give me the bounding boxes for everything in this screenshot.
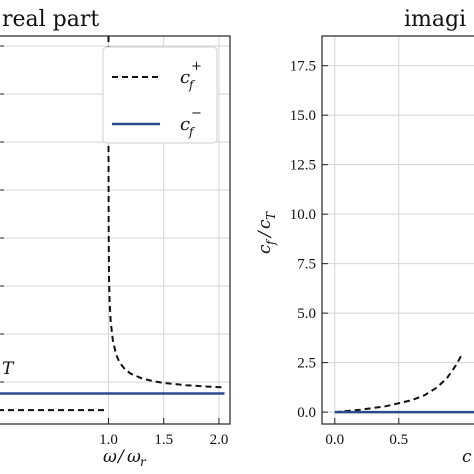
left-xtick-label: 1.0 — [99, 432, 118, 448]
right-ylabel-sub1: f — [264, 238, 278, 246]
right-title: imagi — [404, 7, 466, 32]
legend-box — [102, 46, 218, 144]
left-title: real part — [2, 7, 99, 32]
right-ytick-label: 7.5 — [297, 257, 316, 273]
right-ytick-label: 15.0 — [290, 108, 316, 124]
right-ylabel-c2: c — [255, 219, 275, 229]
left-xtick-label: 2.0 — [210, 432, 229, 448]
right-ylabel-c1: c — [255, 244, 275, 254]
right-ytick-label: 0.0 — [297, 405, 316, 421]
right-xtick-label: 0.5 — [389, 432, 408, 448]
right-grid — [322, 36, 474, 424]
legend-minus-base: c — [180, 114, 190, 135]
right-xlabel: c — [462, 447, 472, 467]
legend: c f + c f − — [102, 46, 218, 144]
left-chart-panel: 1.0 1.5 2.0 real part T ω / ω r c f + c f … — [0, 7, 231, 469]
left-ticks: 1.0 1.5 2.0 — [0, 45, 229, 448]
right-chart-panel: 0.0 0.5 0.0 2.5 5.0 7.5 10.0 12.5 15.0 17.5 imagi… — [255, 7, 474, 467]
left-annotation: T — [2, 359, 15, 379]
right-ytick-label: 2.5 — [297, 356, 316, 372]
right-ytick-label: 17.5 — [290, 59, 316, 75]
right-ylabel: c f / c T — [255, 211, 278, 254]
right-series-cf-plus-line — [334, 352, 464, 414]
left-xlabel-slash: / — [116, 447, 126, 467]
right-ytick-label: 10.0 — [290, 207, 316, 223]
left-series-cf-plus-line — [107, 36, 225, 389]
legend-plus-base: c — [180, 67, 190, 88]
legend-plus-sup: + — [191, 59, 202, 74]
legend-minus-sub: f — [188, 125, 196, 139]
left-xlabel-omega: ω — [103, 447, 117, 467]
left-xlabel-sub: r — [140, 455, 147, 469]
right-ytick-label: 12.5 — [290, 158, 316, 174]
right-ylabel-sub2: T — [264, 211, 278, 220]
right-plot-frame — [321, 35, 474, 425]
right-xtick-label: 0.0 — [325, 432, 344, 448]
left-xlabel: ω / ω r — [103, 447, 147, 469]
left-series — [0, 36, 225, 412]
left-plot-frame — [0, 35, 231, 425]
right-series — [334, 352, 474, 414]
right-ticks: 0.0 0.5 0.0 2.5 5.0 7.5 10.0 12.5 15.0 17.5 — [290, 59, 408, 448]
right-ytick-label: 5.0 — [297, 306, 316, 322]
right-ylabel-slash: / — [255, 229, 275, 239]
legend-minus-sup: − — [191, 106, 202, 121]
legend-plus-sub: f — [188, 78, 196, 92]
left-xtick-label: 1.5 — [154, 432, 173, 448]
left-xlabel-omega-r: ω — [127, 447, 141, 467]
